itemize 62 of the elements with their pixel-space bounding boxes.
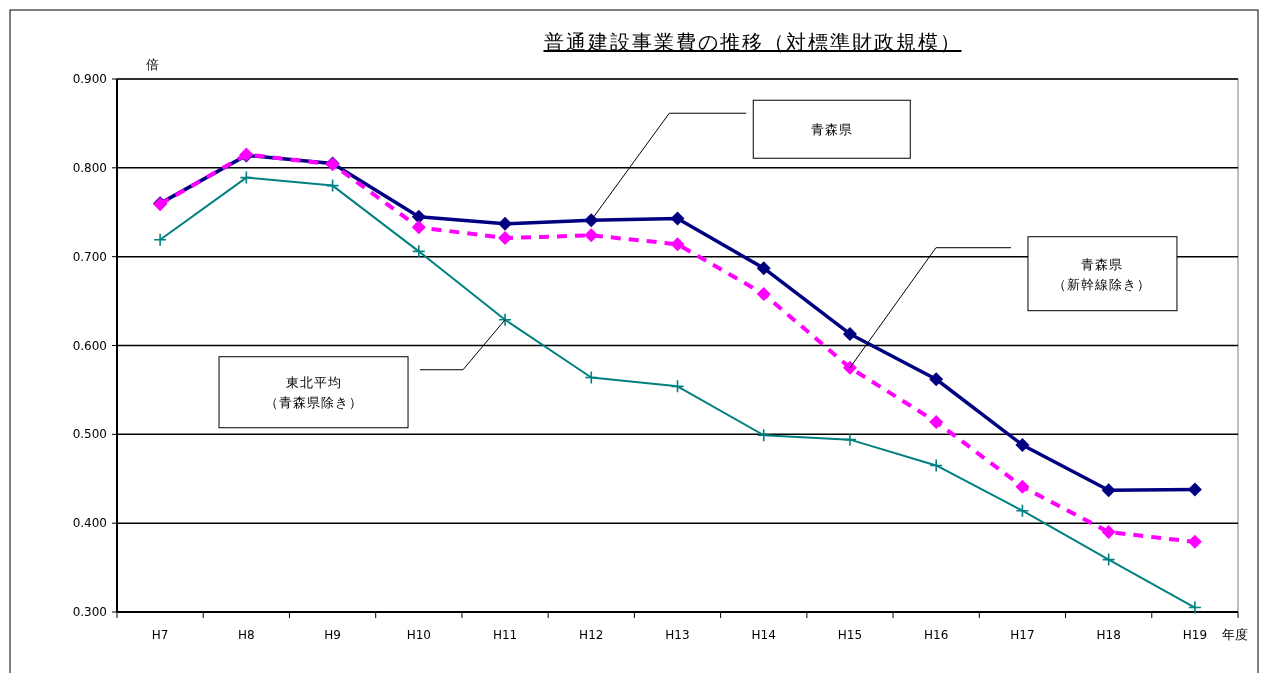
point [1015,503,1030,518]
point [670,211,685,226]
x-tick-label: H9 [324,628,341,642]
point [1187,534,1202,549]
point [239,170,254,185]
point [1101,483,1116,498]
y-tick-label: 0.800 [72,160,107,175]
y-tick-label: 0.900 [72,72,107,86]
point [584,370,599,385]
point [756,428,771,443]
y-tick-label: 0.400 [72,516,107,531]
y-tick-label: 0.500 [72,427,107,442]
point [498,312,512,327]
point [153,232,167,247]
point [584,213,599,228]
x-tick-label: H7 [151,628,169,642]
x-tick-label: H13 [665,628,690,642]
point [929,372,944,387]
point [756,261,771,276]
chart-title: 普通建設事業費の推移（対標準財政規模） [543,30,962,54]
annotation: 青森県（新幹線除き） [1053,256,1152,292]
y-tick-label: 0.300 [72,605,107,619]
annotation: 東北平均（青森県除き） [264,375,363,411]
x-tick-label: H16 [924,628,949,642]
x-tick-label: H14 [751,628,776,642]
x-tick-label: H11 [492,628,518,642]
point [1015,479,1030,494]
callout: 青森県（新幹線除き） [849,236,1178,369]
x-tick-label: H18 [1096,628,1121,642]
x-tick-label: H17 [1010,628,1035,642]
x-tick-label: H19 [1182,628,1208,642]
point [929,414,944,429]
point [584,228,599,243]
callout: 東北平均（青森県除き） [218,319,506,429]
point [325,178,340,193]
point [929,458,943,473]
y-tick-label: 0.600 [72,338,107,353]
point [670,237,685,252]
y-axis-title: 倍 [145,57,159,72]
point [843,432,857,447]
point [412,244,426,259]
point [1015,437,1030,452]
callout: 青森県 [590,99,911,221]
point [842,360,857,375]
x-axis-title: 年度 [1222,627,1248,642]
point [1101,525,1116,540]
point [1101,552,1116,567]
x-tick-label: H8 [238,628,255,642]
point [1188,600,1202,615]
point [842,326,857,341]
point [411,209,426,224]
point [498,231,513,246]
point [411,220,426,235]
point [498,216,513,231]
point [756,286,771,301]
annotation: 青森県 [810,122,853,138]
x-tick-label: H12 [579,628,604,642]
point [670,379,685,394]
point [1187,482,1202,497]
x-tick-label: H10 [406,628,431,642]
x-tick-label: H15 [837,628,863,642]
y-tick-label: 0.700 [72,249,107,264]
